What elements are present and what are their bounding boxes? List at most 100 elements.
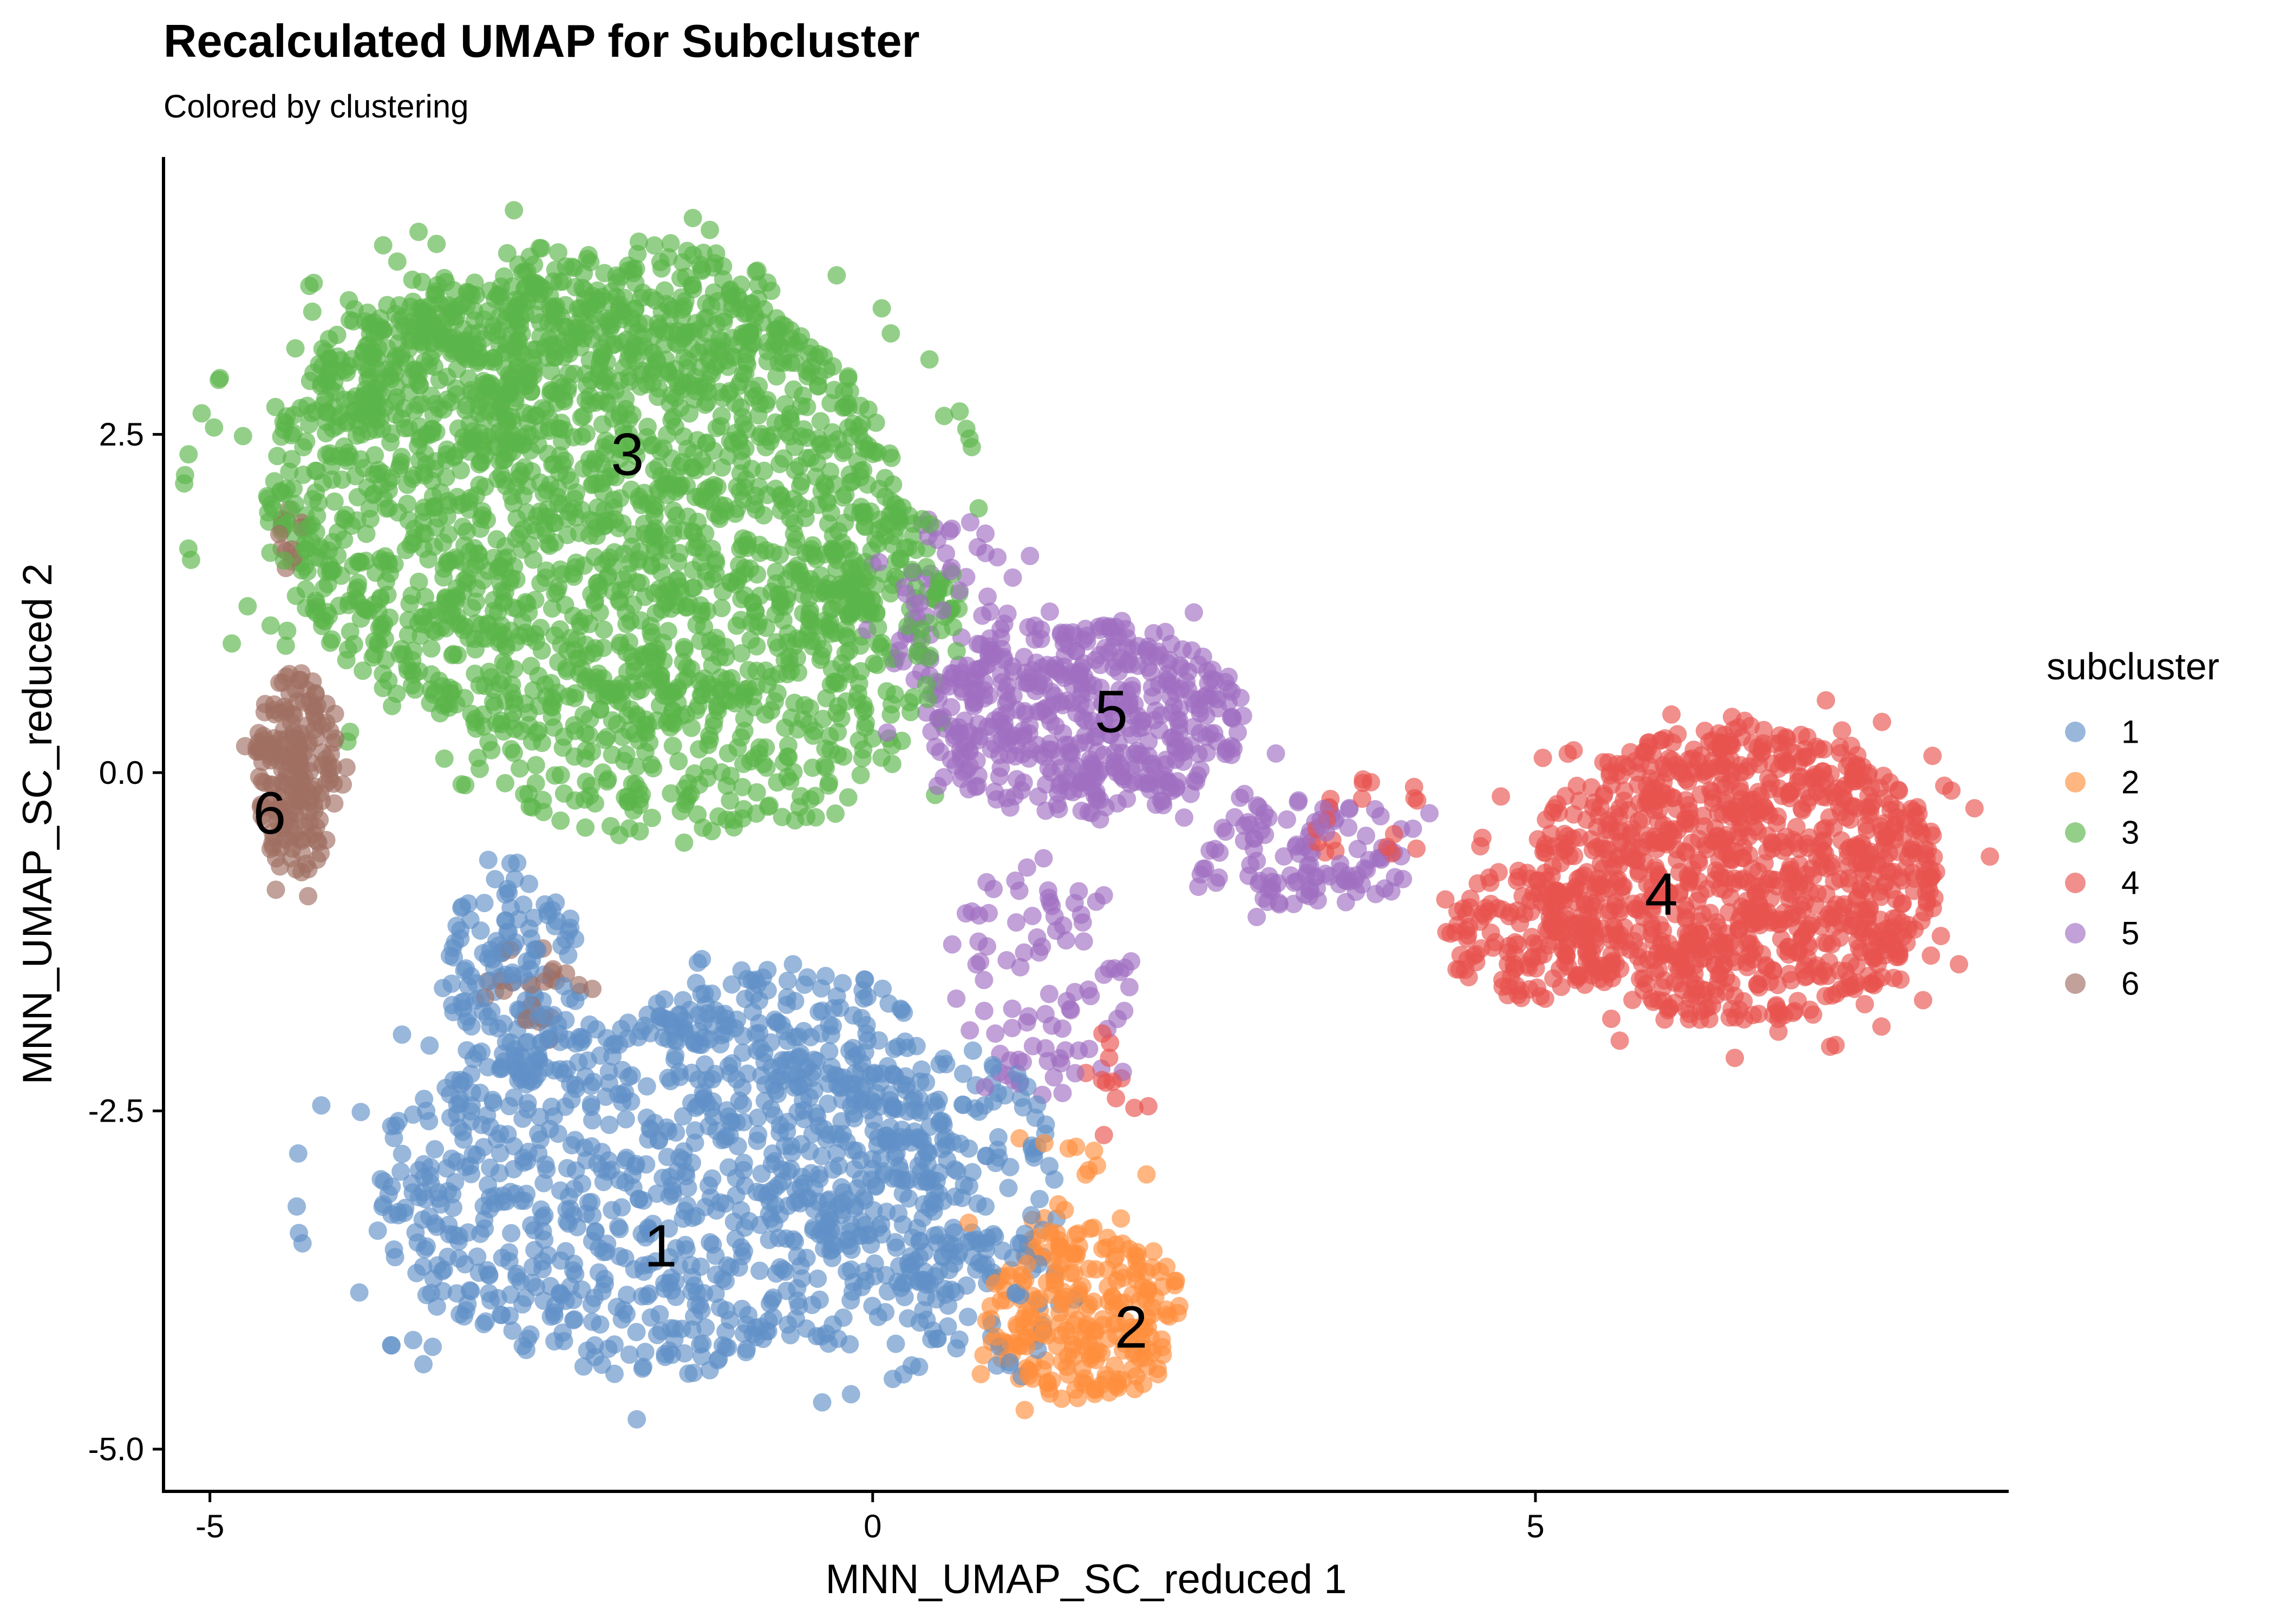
chart-title: Recalculated UMAP for Subcluster — [164, 16, 920, 67]
point-subcluster-1 — [760, 1230, 779, 1249]
point-subcluster-1 — [528, 941, 547, 960]
point-subcluster-4 — [1793, 801, 1812, 820]
point-subcluster-1 — [813, 1393, 832, 1412]
point-subcluster-5 — [950, 581, 969, 600]
point-subcluster-3 — [721, 791, 740, 810]
point-subcluster-4 — [1407, 839, 1426, 858]
point-subcluster-3 — [669, 752, 688, 771]
point-subcluster-1 — [583, 1111, 602, 1130]
point-subcluster-5 — [987, 790, 1006, 809]
point-subcluster-3 — [481, 281, 500, 300]
point-subcluster-3 — [787, 531, 806, 549]
point-subcluster-3 — [678, 440, 697, 459]
point-subcluster-3 — [645, 500, 664, 519]
point-subcluster-1 — [679, 1364, 698, 1383]
point-subcluster-3 — [576, 818, 595, 837]
point-subcluster-5 — [1017, 858, 1036, 877]
point-subcluster-3 — [601, 817, 620, 836]
point-subcluster-5 — [1021, 547, 1040, 565]
point-subcluster-3 — [816, 758, 835, 777]
point-subcluster-2 — [1105, 1250, 1123, 1269]
point-subcluster-3 — [652, 600, 671, 619]
point-subcluster-5 — [976, 524, 995, 543]
point-subcluster-3 — [592, 349, 611, 368]
point-subcluster-3 — [357, 525, 376, 543]
point-subcluster-2 — [1052, 1389, 1071, 1408]
point-subcluster-1 — [809, 1003, 828, 1021]
point-subcluster-4 — [1855, 995, 1874, 1013]
point-subcluster-5 — [1247, 852, 1266, 870]
point-subcluster-3 — [652, 259, 671, 278]
point-subcluster-3 — [969, 499, 988, 518]
point-subcluster-2 — [1144, 1242, 1163, 1261]
point-subcluster-4 — [1649, 812, 1668, 831]
point-subcluster-5 — [1053, 1084, 1072, 1103]
point-subcluster-3 — [881, 324, 900, 343]
point-subcluster-3 — [448, 646, 467, 664]
point-subcluster-5 — [1030, 943, 1049, 962]
point-subcluster-3 — [755, 461, 774, 480]
point-subcluster-1 — [659, 1069, 678, 1088]
point-subcluster-1 — [722, 975, 741, 994]
point-subcluster-1 — [713, 1269, 732, 1288]
point-subcluster-3 — [732, 644, 751, 663]
point-subcluster-5 — [961, 513, 979, 532]
point-subcluster-1 — [534, 1291, 553, 1310]
point-subcluster-5 — [1185, 771, 1204, 790]
point-subcluster-3 — [629, 232, 648, 251]
point-subcluster-5 — [988, 548, 1007, 567]
point-subcluster-3 — [325, 492, 344, 511]
point-subcluster-5 — [1239, 813, 1258, 831]
point-subcluster-1 — [638, 1287, 657, 1306]
point-subcluster-4 — [1558, 827, 1577, 846]
point-subcluster-5 — [1193, 860, 1212, 879]
points-layer — [175, 201, 1999, 1429]
point-subcluster-1 — [854, 989, 873, 1008]
point-subcluster-3 — [192, 404, 211, 423]
point-subcluster-3 — [564, 606, 583, 625]
point-subcluster-1 — [898, 1038, 917, 1057]
point-subcluster-5 — [956, 904, 975, 923]
point-subcluster-3 — [205, 418, 224, 437]
point-subcluster-3 — [581, 371, 600, 390]
point-subcluster-3 — [530, 239, 549, 258]
point-subcluster-1 — [520, 874, 539, 893]
point-subcluster-3 — [551, 811, 570, 830]
point-subcluster-3 — [484, 692, 502, 711]
point-subcluster-5 — [1371, 807, 1390, 826]
point-subcluster-3 — [587, 474, 606, 493]
point-subcluster-1 — [754, 1330, 773, 1348]
point-subcluster-3 — [935, 407, 953, 425]
point-subcluster-1 — [312, 1096, 331, 1115]
point-subcluster-1 — [989, 1128, 1008, 1147]
point-subcluster-1 — [852, 1009, 871, 1027]
point-subcluster-5 — [1073, 913, 1092, 932]
point-subcluster-1 — [454, 1130, 473, 1149]
point-subcluster-6 — [297, 854, 316, 873]
point-subcluster-5 — [978, 937, 996, 956]
point-subcluster-1 — [976, 1197, 995, 1216]
point-subcluster-1 — [964, 1041, 982, 1060]
point-subcluster-3 — [716, 648, 735, 667]
point-subcluster-5 — [975, 971, 994, 990]
point-subcluster-1 — [899, 1189, 918, 1208]
point-subcluster-1 — [505, 1088, 524, 1107]
point-subcluster-1 — [393, 1025, 411, 1044]
point-subcluster-1 — [729, 1258, 748, 1277]
point-subcluster-1 — [650, 1305, 669, 1324]
point-subcluster-1 — [735, 1176, 754, 1195]
point-subcluster-3 — [233, 427, 252, 446]
point-subcluster-5 — [1189, 744, 1208, 763]
point-subcluster-2 — [1112, 1209, 1131, 1228]
point-subcluster-3 — [806, 787, 825, 806]
point-subcluster-5 — [942, 698, 960, 717]
point-subcluster-5 — [1031, 630, 1050, 649]
point-subcluster-5 — [957, 568, 976, 587]
point-subcluster-3 — [744, 687, 763, 705]
point-subcluster-3 — [702, 822, 721, 841]
point-subcluster-1 — [586, 1222, 605, 1241]
point-subcluster-2 — [1084, 1292, 1103, 1311]
point-subcluster-5 — [1259, 880, 1278, 899]
point-subcluster-1 — [289, 1144, 308, 1163]
point-subcluster-1 — [685, 1121, 704, 1140]
